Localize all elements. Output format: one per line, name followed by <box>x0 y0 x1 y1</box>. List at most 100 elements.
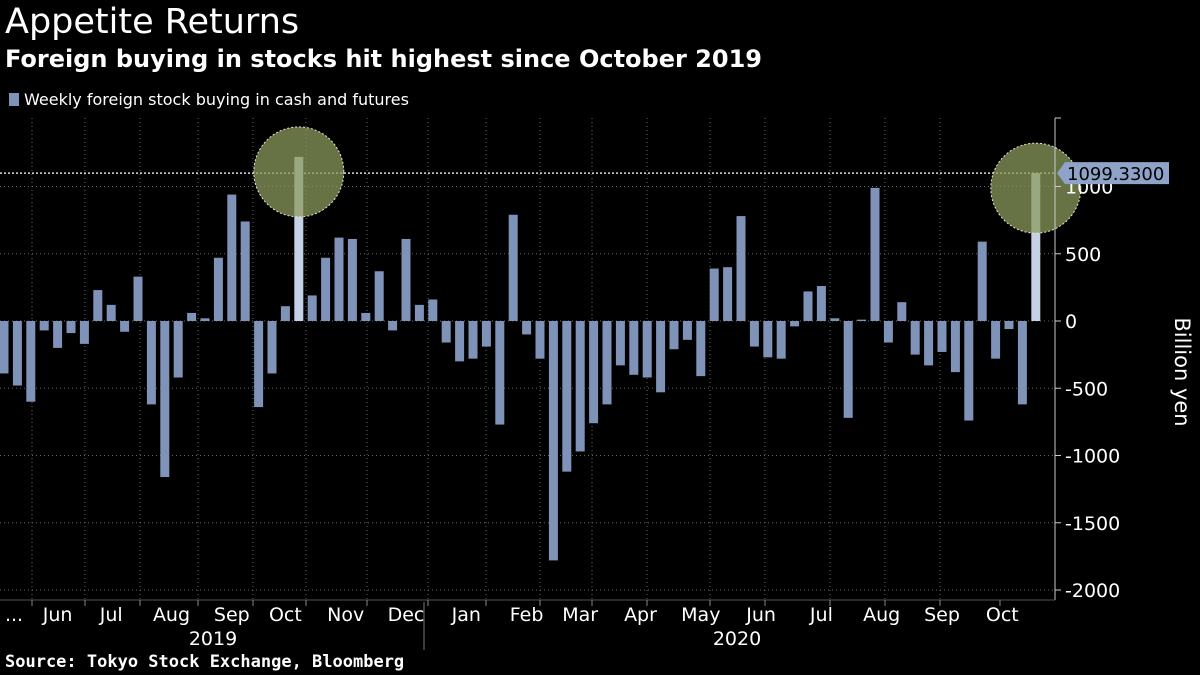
bar <box>321 257 331 321</box>
bar <box>347 238 357 321</box>
bar <box>682 321 692 340</box>
reference-label: 1099.3300 <box>1067 164 1164 185</box>
bar <box>334 237 344 321</box>
bar <box>401 238 411 321</box>
x-month-label: Dec <box>388 604 425 626</box>
bar <box>1031 173 1041 321</box>
bar <box>79 321 89 344</box>
x-month-label: Oct <box>269 604 302 626</box>
x-year-label: 2020 <box>713 628 761 650</box>
x-month-label: Jan <box>451 604 481 626</box>
x-month-label: Jun <box>42 604 73 626</box>
bar <box>790 321 800 327</box>
bar <box>428 299 438 321</box>
bar <box>736 216 746 321</box>
bar <box>763 321 773 358</box>
x-month-label: Aug <box>153 604 190 626</box>
x-month-label: Sep <box>924 604 960 626</box>
bar <box>535 321 545 359</box>
bar <box>857 319 867 321</box>
bar <box>120 321 130 332</box>
bar <box>562 321 572 472</box>
bar <box>589 321 599 424</box>
bar <box>106 304 116 321</box>
x-month-label: Sep <box>214 604 250 626</box>
legend-label: Weekly foreign stock buying in cash and … <box>24 90 409 109</box>
source-note: Source: Tokyo Stock Exchange, Bloomberg <box>5 652 405 672</box>
x-year-label: 2019 <box>189 628 237 650</box>
bar <box>991 321 1001 359</box>
bar <box>187 312 197 321</box>
y-axis-title: Billion yen <box>1170 317 1194 426</box>
bar <box>0 321 9 374</box>
bar <box>870 187 880 321</box>
bar <box>950 321 960 373</box>
bar <box>776 321 786 359</box>
bar <box>26 321 36 402</box>
x-month-label: Aug <box>863 604 900 626</box>
bar <box>455 321 465 362</box>
bar <box>723 267 733 321</box>
y-tick-label: -1000 <box>1065 446 1120 468</box>
bar <box>213 257 223 321</box>
bar <box>883 321 893 343</box>
bar <box>414 304 424 321</box>
x-month-label: ... <box>5 604 23 626</box>
x-month-label: Mar <box>562 604 598 626</box>
y-tick-label: -2000 <box>1065 580 1120 602</box>
bar <box>575 321 585 452</box>
bar <box>200 318 210 321</box>
bar <box>910 321 920 355</box>
highlight-circle <box>990 142 1082 234</box>
bar <box>642 321 652 378</box>
bar <box>307 295 317 321</box>
bar <box>696 321 706 377</box>
bar <box>803 291 813 321</box>
bar <box>146 321 156 405</box>
legend: Weekly foreign stock buying in cash and … <box>9 90 409 109</box>
x-month-label: Jul <box>809 604 833 626</box>
bar <box>66 321 76 334</box>
bar <box>749 321 759 347</box>
bar <box>656 321 666 393</box>
bar <box>280 306 290 321</box>
y-tick-label: -1500 <box>1065 513 1120 535</box>
bar <box>629 321 639 375</box>
bar <box>522 321 532 335</box>
bar <box>254 321 264 408</box>
y-tick-label: -500 <box>1065 378 1108 400</box>
reference-label-box <box>1057 162 1169 185</box>
bar <box>374 271 384 321</box>
bar <box>508 214 518 321</box>
bar <box>388 321 398 331</box>
bar <box>240 221 250 321</box>
bar <box>816 286 826 321</box>
x-month-label: Oct <box>986 604 1019 626</box>
bar <box>548 321 558 561</box>
bar <box>964 321 974 421</box>
x-month-label: Nov <box>327 604 364 626</box>
bar <box>897 302 907 321</box>
y-tick-label: 0 <box>1065 311 1077 333</box>
bar <box>267 321 277 374</box>
bar <box>615 321 625 366</box>
bar <box>1017 321 1027 405</box>
legend-swatch <box>9 93 19 106</box>
x-month-label: May <box>681 604 720 626</box>
highlight-circle <box>253 126 345 218</box>
x-month-label: Apr <box>624 604 657 626</box>
chart-subtitle: Foreign buying in stocks hit highest sin… <box>5 45 762 73</box>
bar <box>12 321 22 386</box>
bar <box>1004 321 1014 330</box>
bar <box>495 321 505 425</box>
bar <box>93 290 103 321</box>
bar <box>830 318 840 321</box>
bar <box>924 321 934 366</box>
bar <box>602 321 612 405</box>
bar <box>441 321 451 343</box>
bar <box>843 321 853 418</box>
bar <box>160 321 170 478</box>
bar <box>294 156 304 321</box>
bar <box>173 321 183 378</box>
